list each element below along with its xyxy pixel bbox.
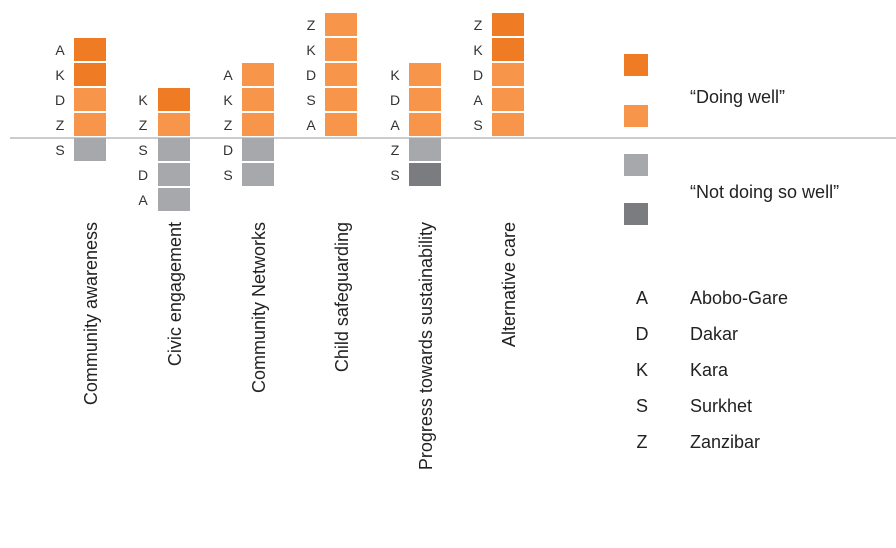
site-code-label: K [390,67,400,83]
cell-doing-well [158,88,190,111]
cell-doing-well [242,113,274,136]
cell-not-doing-well [158,163,190,186]
cell-doing-well [74,38,106,61]
site-code-label: K [223,92,233,108]
category-label: Alternative care [499,222,519,347]
legend-swatch [624,105,648,127]
cell-doing-well [242,88,274,111]
cell-not-doing-well [158,188,190,211]
category-label: Civic engagement [165,222,185,366]
site-code-label: A [306,117,316,133]
site-code-label: Z [307,17,316,33]
site-code-label: K [473,42,483,58]
category-label: Progress towards sustainability [416,222,436,470]
cell-doing-well [492,88,524,111]
legend-key-name: Kara [690,360,729,380]
site-code-label: D [390,92,400,108]
cell-doing-well [74,113,106,136]
cell-doing-well [409,88,441,111]
category-label: Community Networks [249,222,269,393]
cell-doing-well [409,63,441,86]
cell-doing-well [409,113,441,136]
legend-key-code: S [636,396,648,416]
site-code-label: S [55,142,64,158]
cell-doing-well [74,63,106,86]
site-code-label: K [306,42,316,58]
legend-key-code: Z [637,432,648,452]
site-code-label: Z [224,117,233,133]
legend-key-name: Dakar [690,324,738,344]
legend-key-name: Zanzibar [690,432,760,452]
site-code-label: A [55,42,65,58]
cell-not-doing-well [242,138,274,161]
legend-key-name: Surkhet [690,396,752,416]
cell-doing-well [158,113,190,136]
cell-doing-well [325,88,357,111]
site-code-label: A [473,92,483,108]
site-code-label: D [473,67,483,83]
legend-doing-well-label: “Doing well” [690,87,785,107]
site-code-label: K [55,67,65,83]
site-code-label: Z [56,117,65,133]
cell-doing-well [325,38,357,61]
legend-key-code: A [636,288,648,308]
cell-doing-well [242,63,274,86]
site-code-label: D [223,142,233,158]
site-code-label: Z [139,117,148,133]
site-code-label: A [390,117,400,133]
legend-key-name: Abobo-Gare [690,288,788,308]
cell-not-doing-well [409,163,441,186]
site-code-label: S [223,167,232,183]
site-code-label: D [306,67,316,83]
legend-swatch [624,203,648,225]
site-code-label: D [55,92,65,108]
legend-key-code: K [636,360,648,380]
cell-doing-well [492,113,524,136]
legend-not-doing-well-label: “Not doing so well” [690,182,839,202]
category-label: Child safeguarding [332,222,352,372]
site-code-label: D [138,167,148,183]
cell-doing-well [325,13,357,36]
cell-not-doing-well [242,163,274,186]
site-code-label: S [138,142,147,158]
legend-key-code: D [636,324,649,344]
category-label: Community awareness [81,222,101,405]
site-code-label: S [390,167,399,183]
cell-doing-well [492,63,524,86]
cell-doing-well [492,38,524,61]
site-code-label: Z [391,142,400,158]
legend-swatch [624,54,648,76]
site-code-label: Z [474,17,483,33]
site-code-label: S [306,92,315,108]
cell-not-doing-well [409,138,441,161]
cell-doing-well [325,113,357,136]
cell-doing-well [74,88,106,111]
site-code-label: S [473,117,482,133]
cell-not-doing-well [158,138,190,161]
legend-swatch [624,154,648,176]
cell-not-doing-well [74,138,106,161]
site-code-label: A [138,192,148,208]
site-code-label: A [223,67,233,83]
site-code-label: K [138,92,148,108]
cell-doing-well [325,63,357,86]
cell-doing-well [492,13,524,36]
